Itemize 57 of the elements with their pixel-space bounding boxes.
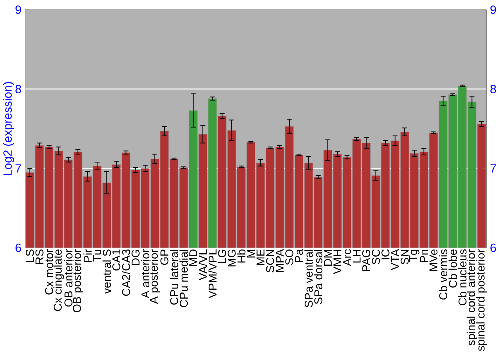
x-tick-label: CA1 [112, 250, 121, 271]
x-tick-label: SO [286, 250, 294, 266]
x-tick-label: Tg [409, 250, 420, 262]
x-tick-label: A posterior [150, 250, 160, 304]
x-tick-label: Arc [343, 250, 352, 266]
y-tick-label: 6 [16, 244, 22, 252]
x-tick-label: SC [372, 250, 380, 265]
x-tick-label: spinal cord anterior [466, 250, 478, 346]
y2-tick-label: 7 [490, 164, 496, 173]
x-tick-label: LS [26, 250, 34, 262]
x-tick-label: CPu medial [180, 250, 188, 308]
y2-tick-label: 8 [490, 85, 496, 94]
x-tick-label: SPa dorsal [314, 250, 323, 305]
x-tick-label: CPu lateral [170, 250, 178, 306]
x-tick-label: OB posterior [72, 250, 84, 313]
x-tick-label: DG [132, 250, 140, 266]
y2-tick-label: 6 [490, 244, 496, 252]
y-tick-label: 9 [16, 6, 22, 14]
x-tick-label: CA2/CA3 [122, 250, 130, 296]
y-axis-title: Log2 (expression) [3, 82, 14, 176]
x-tick-label: DM [324, 250, 332, 266]
x-tick-label: Pir [84, 250, 92, 262]
x-tick-label: Cx motor [45, 250, 54, 295]
x-tick-label: IC [382, 250, 390, 260]
x-tick-label: VTA [391, 249, 400, 271]
x-tick-label: GP [160, 250, 169, 266]
x-tick-label: Pa [295, 249, 304, 262]
x-tick-label: ME [256, 250, 265, 266]
x-tick-label: MVe [430, 250, 438, 272]
x-tick-label: OB anterior [64, 250, 73, 308]
x-tick-label: LG [218, 250, 226, 264]
x-tick-label: Cb vermis [439, 250, 448, 300]
x-tick-label: ventral S [102, 250, 112, 294]
x-tick-label: MG [228, 250, 236, 267]
x-tick-label: Hb [237, 250, 246, 264]
y-tick-label: 7 [16, 164, 22, 173]
x-tick-label: MD [190, 250, 198, 266]
x-tick-label: A anterior [141, 250, 150, 299]
x-tick-label: Cb nucleus [458, 250, 467, 306]
x-tick-label: M [247, 250, 256, 258]
x-tick-label: spinal cord posterior [476, 250, 488, 352]
x-tick-label: LH [352, 250, 361, 264]
x-tick-label: MPA [276, 249, 284, 272]
x-tick-label: SN [400, 250, 409, 265]
x-tick-label: PAG [362, 250, 371, 272]
x-tick-label: VA/VL [198, 250, 208, 281]
x-tick-label: SPa ventral [304, 250, 313, 308]
x-tick-label: Cx cingulate [54, 250, 64, 312]
x-tick-label: Cb lobe [448, 250, 458, 288]
x-tick-label: VMH [334, 250, 342, 275]
y-tick-label: 8 [16, 85, 22, 94]
x-tick-label: Pn [420, 250, 428, 262]
x-tick-label: VPM/VPL [208, 250, 217, 299]
x-tick-label: RS [36, 250, 44, 264]
x-tick-label: Tu [93, 250, 102, 262]
x-tick-label: SCN [266, 250, 274, 273]
y2-tick-label: 9 [490, 6, 496, 14]
